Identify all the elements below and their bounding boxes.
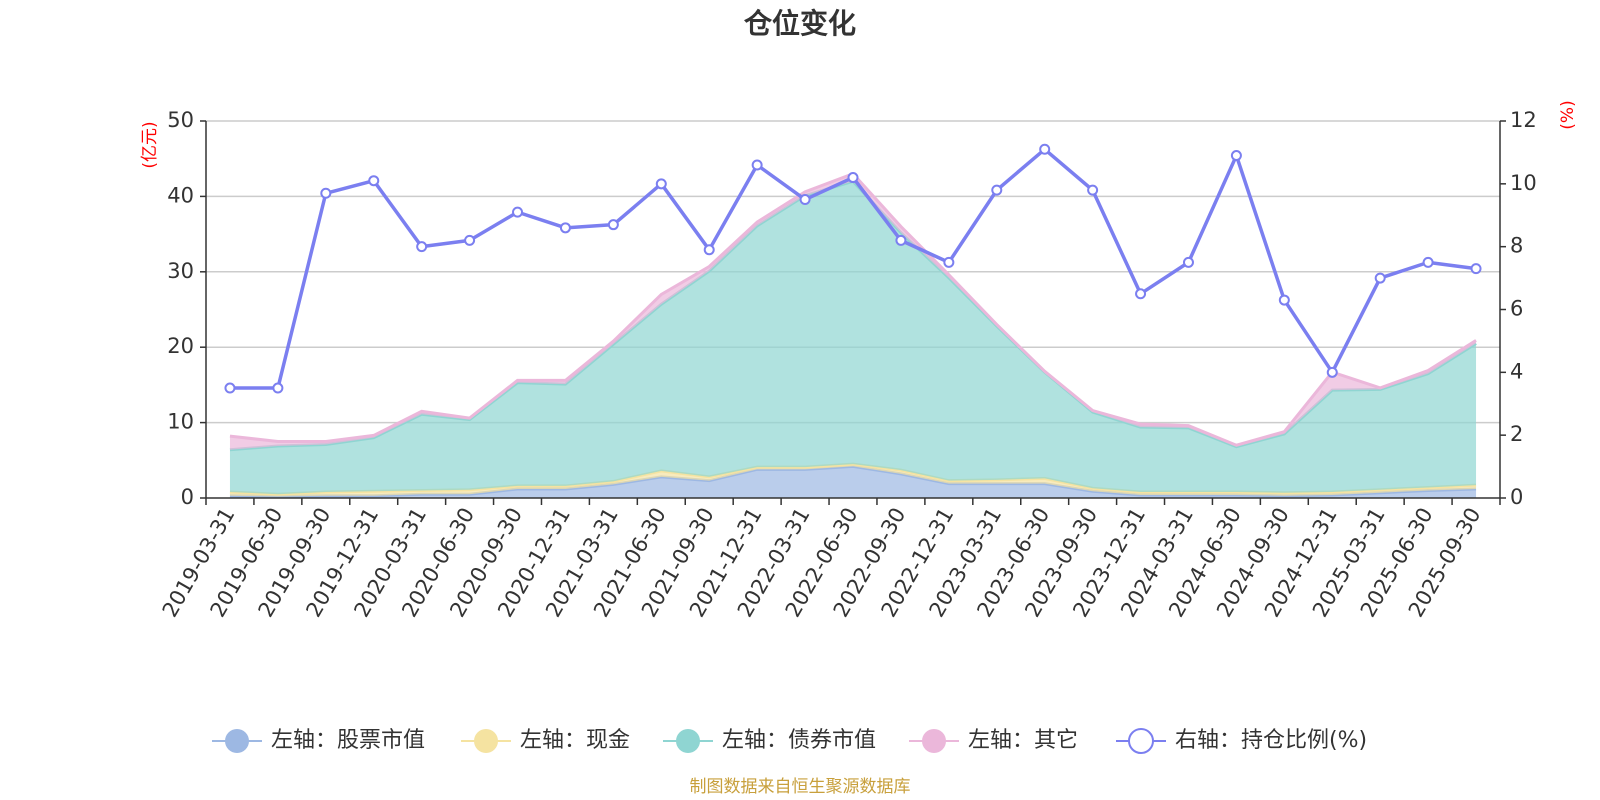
ratio-point — [1422, 256, 1434, 268]
stacked-areas — [229, 172, 1477, 498]
ratio-point — [895, 234, 907, 246]
legend-marker — [922, 729, 946, 753]
source-note: 制图数据来自恒生聚源数据库 — [690, 777, 911, 797]
ratio-line — [224, 143, 1482, 394]
ratio-point — [655, 178, 667, 190]
legend-label: 左轴：股票市值 — [271, 728, 425, 753]
legend-label: 右轴：持仓比例(%) — [1175, 728, 1367, 753]
ratio-point — [416, 241, 428, 253]
ratio-point — [1230, 150, 1242, 162]
left-axis-unit: (亿元) — [140, 121, 160, 168]
right-axis-unit: (%) — [1558, 100, 1578, 129]
legend-marker — [1128, 728, 1154, 754]
legend-item: 左轴：其它 — [909, 728, 1078, 753]
ratio-point — [751, 159, 763, 171]
legend-item: 左轴：股票市值 — [212, 728, 425, 753]
area-series-3 — [229, 181, 1477, 495]
left-axis-tick-label: 20 — [167, 334, 194, 358]
legend-label: 左轴：现金 — [520, 728, 630, 753]
ratio-point — [1182, 256, 1194, 268]
right-axis-tick-label: 4 — [1510, 359, 1523, 383]
ratio-point — [847, 172, 859, 184]
ratio-point — [991, 184, 1003, 196]
ratio-point — [1278, 294, 1290, 306]
ratio-point — [368, 175, 380, 187]
right-axis-tick-label: 12 — [1510, 108, 1537, 132]
ratio-point — [1470, 263, 1482, 275]
legend-marker — [225, 729, 249, 753]
left-axis-tick-label: 30 — [167, 259, 194, 283]
ratio-point — [943, 256, 955, 268]
ratio-point — [1374, 272, 1386, 284]
chart-title: 仓位变化 — [744, 7, 856, 40]
legend-label: 左轴：债券市值 — [722, 728, 876, 753]
ratio-point — [607, 219, 619, 231]
ratio-point — [1087, 184, 1099, 196]
legend-marker — [676, 729, 700, 753]
ratio-point — [1135, 288, 1147, 300]
ratio-point — [1039, 143, 1051, 155]
ratio-point — [272, 382, 284, 394]
right-axis-tick-label: 6 — [1510, 297, 1523, 321]
ratio-point — [799, 194, 811, 206]
legend-marker — [474, 729, 498, 753]
legend-item: 右轴：持仓比例(%) — [1116, 728, 1367, 754]
right-axis-tick-label: 10 — [1510, 171, 1537, 195]
legend: 左轴：股票市值 左轴：现金 左轴：债券市值 左轴：其它 右轴：持仓比例(%) — [212, 728, 1367, 754]
ratio-point — [703, 244, 715, 256]
legend-label: 左轴：其它 — [968, 728, 1078, 753]
legend-item: 左轴：现金 — [461, 728, 630, 753]
ratio-point — [320, 187, 332, 199]
area-series-2 — [229, 464, 1477, 497]
left-axis-tick-label: 50 — [167, 108, 194, 132]
ratio-point — [224, 382, 236, 394]
ratio-point — [512, 206, 524, 218]
ratio-point — [464, 234, 476, 246]
right-axis-tick-label: 2 — [1510, 422, 1523, 446]
left-axis-tick-label: 0 — [181, 485, 194, 509]
left-axis-tick-label: 10 — [167, 410, 194, 434]
legend-item: 左轴：债券市值 — [663, 728, 876, 753]
right-axis-tick-label: 8 — [1510, 234, 1523, 258]
right-axis-tick-label: 0 — [1510, 485, 1523, 509]
ratio-point — [559, 222, 571, 234]
left-axis-tick-label: 40 — [167, 183, 194, 207]
ratio-point — [1326, 366, 1338, 378]
